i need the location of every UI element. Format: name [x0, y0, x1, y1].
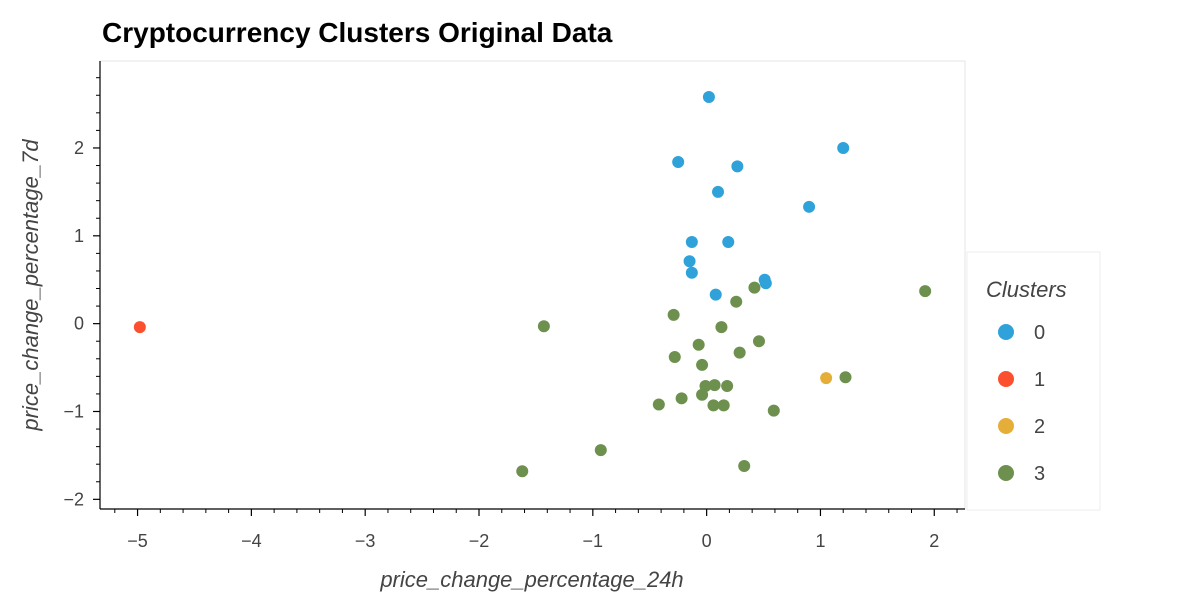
y-tick-label: 2	[74, 138, 84, 158]
scatter-point-cluster-3	[667, 308, 680, 321]
x-tick-label: −2	[469, 531, 490, 551]
scatter-point-cluster-3	[839, 371, 852, 384]
legend-label-cluster-0: 0	[1034, 322, 1045, 344]
scatter-point-cluster-0	[709, 288, 722, 301]
x-tick-label: −1	[583, 531, 604, 551]
scatter-point-cluster-3	[730, 295, 743, 308]
x-tick-label: 2	[929, 531, 939, 551]
scatter-point-cluster-3	[748, 281, 761, 294]
scatter-point-cluster-3	[537, 320, 550, 333]
scatter-point-cluster-3	[516, 465, 529, 478]
scatter-point-cluster-3	[708, 379, 721, 392]
scatter-point-cluster-2	[820, 372, 833, 385]
scatter-point-cluster-0	[685, 266, 698, 279]
legend-marker-cluster-0	[998, 324, 1014, 340]
legend-label-cluster-1: 1	[1034, 369, 1045, 391]
scatter-point-cluster-0	[685, 235, 698, 248]
x-axis-label: price_change_percentage_24h	[379, 567, 683, 592]
legend-label-cluster-2: 2	[1034, 416, 1045, 438]
scatter-point-cluster-3	[594, 444, 607, 457]
scatter-point-cluster-3	[733, 346, 746, 359]
scatter-point-cluster-0	[672, 156, 685, 169]
scatter-marks	[133, 91, 932, 478]
scatter-point-cluster-0	[683, 255, 696, 268]
scatter-point-cluster-3	[738, 459, 751, 472]
x-tick-label: −5	[127, 531, 148, 551]
scatter-point-cluster-3	[721, 380, 734, 393]
x-tick-label: 0	[702, 531, 712, 551]
y-tick-label: 1	[74, 226, 84, 246]
scatter-point-cluster-3	[652, 398, 665, 411]
scatter-point-cluster-3	[668, 351, 681, 364]
scatter-point-cluster-3	[707, 399, 720, 412]
scatter-point-cluster-0	[702, 91, 715, 104]
y-tick-label: −2	[63, 489, 84, 509]
legend-entries: 0 1 2 3	[998, 322, 1045, 485]
scatter-point-cluster-0	[712, 185, 725, 198]
scatter-point-cluster-3	[752, 335, 765, 348]
scatter-point-cluster-3	[715, 321, 728, 334]
scatter-point-cluster-3	[767, 404, 780, 417]
scatter-point-cluster-3	[675, 392, 688, 405]
x-axis: −5 −4 −3 −2 −1 0 1 2	[100, 508, 965, 551]
scatter-point-cluster-3	[696, 358, 709, 371]
x-tick-label: −4	[241, 531, 262, 551]
scatter-point-cluster-0	[759, 277, 772, 290]
scatter-point-cluster-1	[133, 321, 146, 334]
legend: Clusters 0 1 2 3	[966, 251, 1101, 511]
legend-marker-cluster-1	[998, 371, 1014, 387]
scatter-point-cluster-0	[722, 235, 735, 248]
legend-box	[966, 251, 1101, 511]
chart-title: Cryptocurrency Clusters Original Data	[102, 17, 613, 48]
scatter-point-cluster-3	[696, 388, 709, 401]
y-tick-label: −1	[63, 401, 84, 421]
scatter-point-cluster-0	[731, 160, 744, 173]
scatter-point-cluster-0	[803, 200, 816, 213]
y-axis: −2 −1 0 1 2	[63, 61, 101, 509]
x-tick-label: 1	[815, 531, 825, 551]
y-axis-label: price_change_percentage_7d	[18, 139, 43, 432]
scatter-point-cluster-3	[717, 399, 730, 412]
legend-marker-cluster-2	[998, 418, 1014, 434]
legend-title: Clusters	[986, 277, 1067, 302]
y-tick-label: 0	[74, 314, 84, 334]
scatter-point-cluster-3	[692, 338, 705, 351]
scatter-point-cluster-3	[919, 285, 932, 298]
scatter-point-cluster-0	[837, 141, 850, 154]
x-tick-label: −3	[355, 531, 376, 551]
legend-label-cluster-3: 3	[1034, 463, 1045, 485]
legend-marker-cluster-3	[998, 465, 1014, 481]
